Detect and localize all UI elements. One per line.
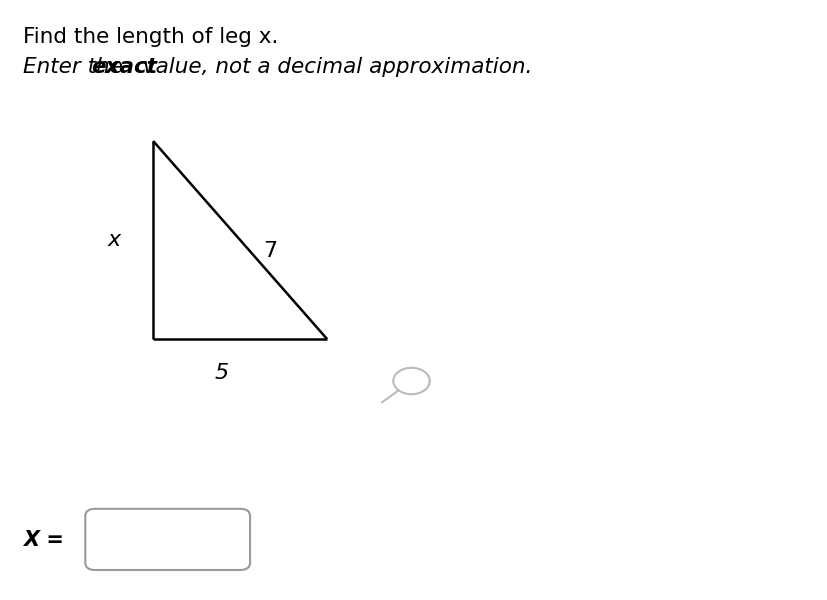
Text: X =: X = bbox=[23, 530, 64, 550]
Text: Enter the: Enter the bbox=[23, 57, 130, 77]
Text: exact: exact bbox=[91, 57, 157, 77]
Text: 5: 5 bbox=[214, 363, 229, 383]
Text: x: x bbox=[108, 230, 121, 250]
FancyBboxPatch shape bbox=[85, 509, 250, 570]
Text: value, not a decimal approximation.: value, not a decimal approximation. bbox=[136, 57, 532, 77]
Text: 7: 7 bbox=[263, 241, 277, 261]
Text: Find the length of leg x.: Find the length of leg x. bbox=[23, 27, 278, 47]
